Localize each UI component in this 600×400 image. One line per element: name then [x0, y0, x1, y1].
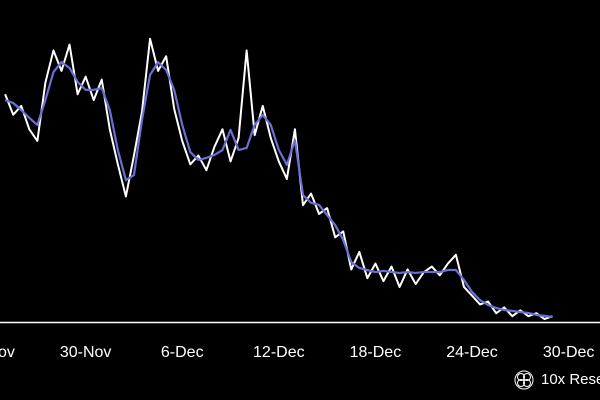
x-tick-label: 12-Dec: [253, 344, 305, 361]
x-tick-label: 6-Dec: [161, 344, 204, 361]
x-tick-label: 30-Nov: [60, 344, 112, 361]
x-tick-label: 18-Dec: [350, 344, 402, 361]
watermark-logo: [514, 370, 534, 390]
x-tick-label: 24-Nov: [0, 344, 15, 361]
x-tick-label: 24-Dec: [446, 344, 498, 361]
smoothed-line: [4, 61, 553, 319]
watermark: 10x Research: [541, 371, 600, 388]
x-tick-label: 30-Dec: [543, 344, 595, 361]
